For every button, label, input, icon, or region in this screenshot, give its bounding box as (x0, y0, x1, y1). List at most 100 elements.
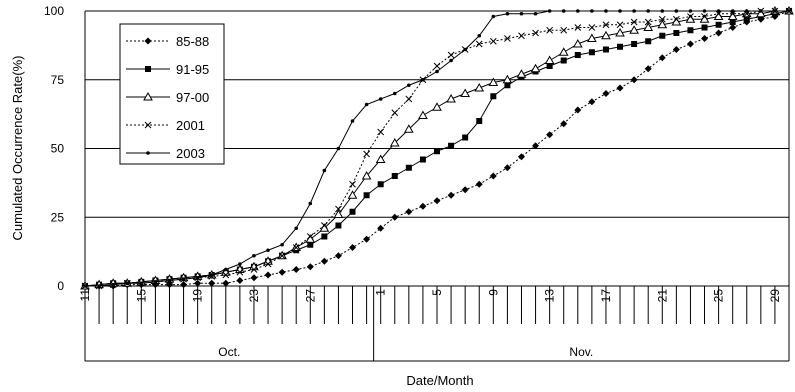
data-point (335, 222, 342, 229)
data-point (701, 13, 708, 20)
series-2003 (83, 9, 791, 288)
data-point (546, 26, 553, 34)
data-point (391, 109, 399, 117)
y-axis-title: Cumulated Occurrence Rate(%) (10, 56, 25, 241)
data-point (195, 275, 200, 280)
data-point-stroke (729, 10, 737, 18)
data-point (391, 213, 399, 221)
data-point (377, 181, 384, 188)
data-point-stroke (264, 260, 272, 268)
data-point (588, 98, 596, 106)
data-point (363, 235, 371, 243)
data-point (560, 120, 568, 128)
x-tick-label: 27 (303, 289, 317, 303)
data-point-stroke (616, 21, 624, 29)
data-point (307, 241, 314, 248)
data-point-stroke (630, 18, 638, 26)
data-point (715, 21, 722, 28)
data-point (660, 9, 665, 13)
data-point (673, 30, 680, 36)
data-point (389, 137, 400, 147)
data-point (144, 37, 152, 45)
data-point (280, 242, 284, 247)
data-point (435, 69, 439, 74)
data-point-stroke (377, 128, 385, 136)
data-point (391, 173, 398, 179)
data-point (405, 164, 412, 171)
data-point (266, 248, 270, 253)
data-point (405, 95, 413, 103)
legend-label: 85-88 (176, 34, 209, 49)
data-point (349, 244, 357, 251)
data-point-stroke (306, 233, 314, 240)
data-point-stroke (391, 109, 399, 117)
data-point-stroke (574, 24, 582, 31)
data-point (349, 208, 356, 215)
data-point (743, 16, 750, 23)
data-point (208, 279, 216, 287)
legend-label: 2003 (176, 146, 205, 161)
data-point (702, 9, 707, 13)
data-point-stroke (546, 26, 553, 34)
data-point-stroke (236, 268, 244, 276)
data-point (83, 284, 87, 288)
month-label: Nov. (569, 345, 593, 359)
data-point-stroke (743, 10, 751, 18)
data-point (194, 279, 202, 287)
data-point (490, 93, 497, 100)
data-point (252, 253, 256, 258)
data-point (477, 33, 482, 38)
data-point (658, 15, 666, 23)
series-line (85, 10, 790, 287)
data-point (336, 146, 341, 151)
data-point (405, 208, 413, 216)
data-point (491, 14, 496, 19)
y-tick-label: 75 (51, 73, 65, 87)
data-point (547, 9, 552, 13)
data-point (446, 93, 456, 103)
data-point (516, 69, 527, 78)
data-point (333, 209, 344, 218)
data-point (530, 63, 541, 73)
data-point (125, 281, 130, 286)
data-point (759, 9, 763, 13)
data-point (364, 102, 369, 107)
data-point (503, 164, 511, 172)
data-point (644, 18, 652, 26)
data-point (350, 119, 355, 123)
data-point (672, 46, 680, 53)
data-point (519, 11, 524, 16)
data-point (616, 84, 624, 92)
data-point (657, 19, 668, 29)
data-point (347, 190, 358, 199)
data-point-stroke (602, 21, 610, 29)
data-point (533, 11, 538, 16)
data-point (617, 43, 624, 50)
legend-label: 97-00 (176, 90, 209, 105)
x-tick-label: 29 (768, 289, 782, 303)
data-point (532, 142, 540, 150)
x-tick-label: 17 (599, 289, 613, 303)
data-point (560, 57, 567, 64)
data-point (294, 226, 299, 231)
legend-item: 2003 (126, 146, 205, 161)
data-point (111, 282, 115, 287)
data-point (561, 9, 566, 13)
data-point (363, 150, 370, 158)
data-point (407, 83, 411, 88)
data-point (434, 148, 440, 155)
y-tick-label: 100 (44, 4, 64, 18)
data-point (505, 11, 510, 16)
data-point (153, 280, 158, 284)
data-point (701, 24, 708, 31)
y-tick-label: 50 (51, 142, 65, 156)
data-point (517, 153, 525, 161)
data-point (518, 32, 525, 40)
data-point (449, 58, 453, 63)
data-point (222, 271, 230, 279)
month-labels: Oct. Nov. (218, 345, 593, 359)
legend-item: 91-95 (126, 62, 209, 77)
data-point (306, 263, 314, 271)
data-point (278, 252, 286, 260)
